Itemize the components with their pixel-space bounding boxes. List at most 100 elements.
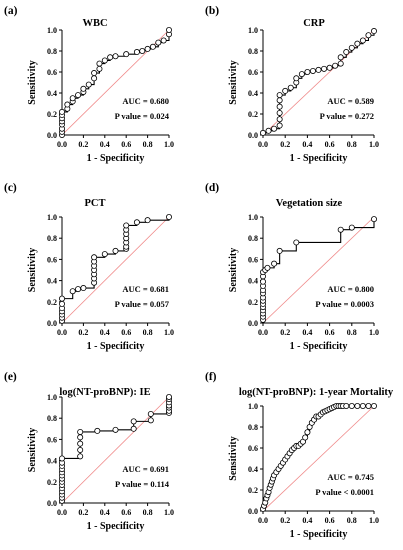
x-tick-label: 0.0 bbox=[57, 508, 67, 517]
panel-label: (a) bbox=[4, 5, 18, 17]
y-tick-label: 0.2 bbox=[47, 478, 57, 487]
y-tick-label: 0.6 bbox=[248, 255, 258, 264]
y-tick-label: 0.8 bbox=[47, 414, 57, 423]
roc-point bbox=[271, 260, 278, 267]
x-tick-label: 0.8 bbox=[143, 140, 153, 149]
roc-point bbox=[96, 65, 103, 72]
roc-point bbox=[80, 285, 87, 292]
roc-point bbox=[149, 43, 156, 50]
x-tick-label: 0.2 bbox=[78, 140, 88, 149]
x-tick-label: 0.2 bbox=[280, 328, 290, 337]
roc-point bbox=[298, 71, 305, 78]
roc-point bbox=[59, 295, 66, 302]
roc-point bbox=[315, 66, 322, 73]
roc-point bbox=[64, 101, 71, 108]
x-tick-label: 1.0 bbox=[164, 328, 174, 337]
roc-point bbox=[348, 402, 355, 409]
y-axis-title: Sensitivity bbox=[228, 60, 239, 104]
chart-title: log(NT-proBNP): IE bbox=[59, 387, 150, 398]
y-tick-label: 0.0 bbox=[47, 319, 57, 328]
chart-title: Vegetation size bbox=[276, 198, 343, 209]
x-axis-title: 1 - Specificity bbox=[87, 521, 145, 532]
reference-diagonal bbox=[61, 216, 170, 324]
roc-point bbox=[265, 127, 272, 134]
y-axis-title: Sensitivity bbox=[27, 60, 38, 104]
x-tick-label: 0.2 bbox=[280, 140, 290, 149]
y-tick-label: 0.8 bbox=[248, 234, 258, 243]
roc-point bbox=[80, 85, 87, 92]
y-tick-label: 0.4 bbox=[47, 89, 57, 98]
roc-point bbox=[276, 109, 283, 116]
y-tick-label: 0.8 bbox=[248, 423, 258, 432]
roc-point bbox=[107, 54, 114, 61]
roc-point bbox=[276, 103, 283, 110]
roc-point bbox=[259, 129, 266, 136]
y-tick-label: 0.8 bbox=[47, 234, 57, 243]
roc-point bbox=[365, 402, 372, 409]
roc-point bbox=[348, 44, 355, 51]
chart-title: CRP bbox=[303, 18, 325, 29]
roc-point bbox=[332, 62, 339, 69]
p-value-label: P value = 0.0003 bbox=[315, 299, 374, 309]
x-tick-label: 1.0 bbox=[369, 140, 379, 149]
x-tick-label: 0.6 bbox=[325, 516, 335, 525]
roc-point bbox=[144, 217, 151, 224]
y-tick-label: 0.6 bbox=[47, 435, 57, 444]
chart-title: WBC bbox=[82, 18, 107, 29]
roc-point bbox=[130, 425, 137, 432]
roc-point bbox=[282, 87, 289, 94]
roc-point bbox=[276, 122, 283, 129]
p-value-label: P value < 0.0001 bbox=[315, 487, 374, 497]
x-axis-title: 1 - Specificity bbox=[87, 341, 145, 352]
x-tick-label: 1.0 bbox=[369, 516, 379, 525]
y-tick-label: 0.4 bbox=[47, 457, 57, 466]
roc-point bbox=[293, 75, 300, 82]
roc-point bbox=[337, 226, 344, 233]
roc-point bbox=[304, 69, 311, 76]
x-tick-label: 0.0 bbox=[258, 140, 268, 149]
reference-diagonal bbox=[262, 405, 375, 512]
y-tick-label: 1.0 bbox=[248, 213, 258, 222]
y-tick-label: 0.2 bbox=[47, 110, 57, 119]
roc-panel-3: (c) PCT 0.00.0 0.2 0.2 0.4 0.4 0.6 0.6 0.8 0.8 1.0 1… bbox=[4, 182, 174, 352]
x-axis-title: 1 - Specificity bbox=[290, 529, 348, 540]
y-axis-title: Sensitivity bbox=[27, 428, 38, 472]
roc-point bbox=[155, 39, 162, 46]
y-tick-label: 0.8 bbox=[47, 47, 57, 56]
roc-point bbox=[96, 60, 103, 67]
roc-point bbox=[370, 216, 377, 223]
roc-point bbox=[302, 434, 309, 441]
roc-point bbox=[75, 286, 82, 293]
x-tick-label: 0.2 bbox=[78, 328, 88, 337]
roc-panel-6: (f)log(NT-proBNP): 1-year Mortality0.00.… bbox=[205, 371, 394, 540]
panel-label: (e) bbox=[4, 371, 17, 383]
roc-point bbox=[85, 81, 92, 88]
x-tick-label: 0.6 bbox=[325, 328, 335, 337]
roc-point bbox=[348, 224, 355, 231]
roc-point bbox=[139, 48, 146, 55]
x-tick-label: 0.8 bbox=[143, 508, 153, 517]
y-tick-label: 0.2 bbox=[248, 298, 258, 307]
y-axis-title: Sensitivity bbox=[228, 248, 239, 292]
reference-diagonal bbox=[262, 216, 375, 324]
roc-point bbox=[343, 49, 350, 56]
x-tick-label: 0.0 bbox=[57, 328, 67, 337]
roc-point bbox=[123, 222, 130, 229]
roc-point bbox=[75, 92, 82, 99]
roc-point bbox=[144, 45, 151, 52]
auc-label: AUC = 0.589 bbox=[327, 96, 374, 106]
roc-point bbox=[77, 446, 84, 453]
y-tick-label: 1.0 bbox=[248, 26, 258, 35]
y-tick-label: 0.8 bbox=[248, 47, 258, 56]
roc-point bbox=[91, 75, 98, 82]
roc-point bbox=[91, 70, 98, 77]
x-axis-title: 1 - Specificity bbox=[87, 153, 145, 164]
y-axis-title: Sensitivity bbox=[27, 248, 38, 292]
y-tick-label: 1.0 bbox=[47, 213, 57, 222]
roc-point bbox=[77, 440, 84, 447]
chart-title: PCT bbox=[85, 198, 106, 209]
roc-point bbox=[165, 213, 172, 220]
roc-point bbox=[365, 32, 372, 39]
x-tick-label: 0.4 bbox=[302, 140, 312, 149]
